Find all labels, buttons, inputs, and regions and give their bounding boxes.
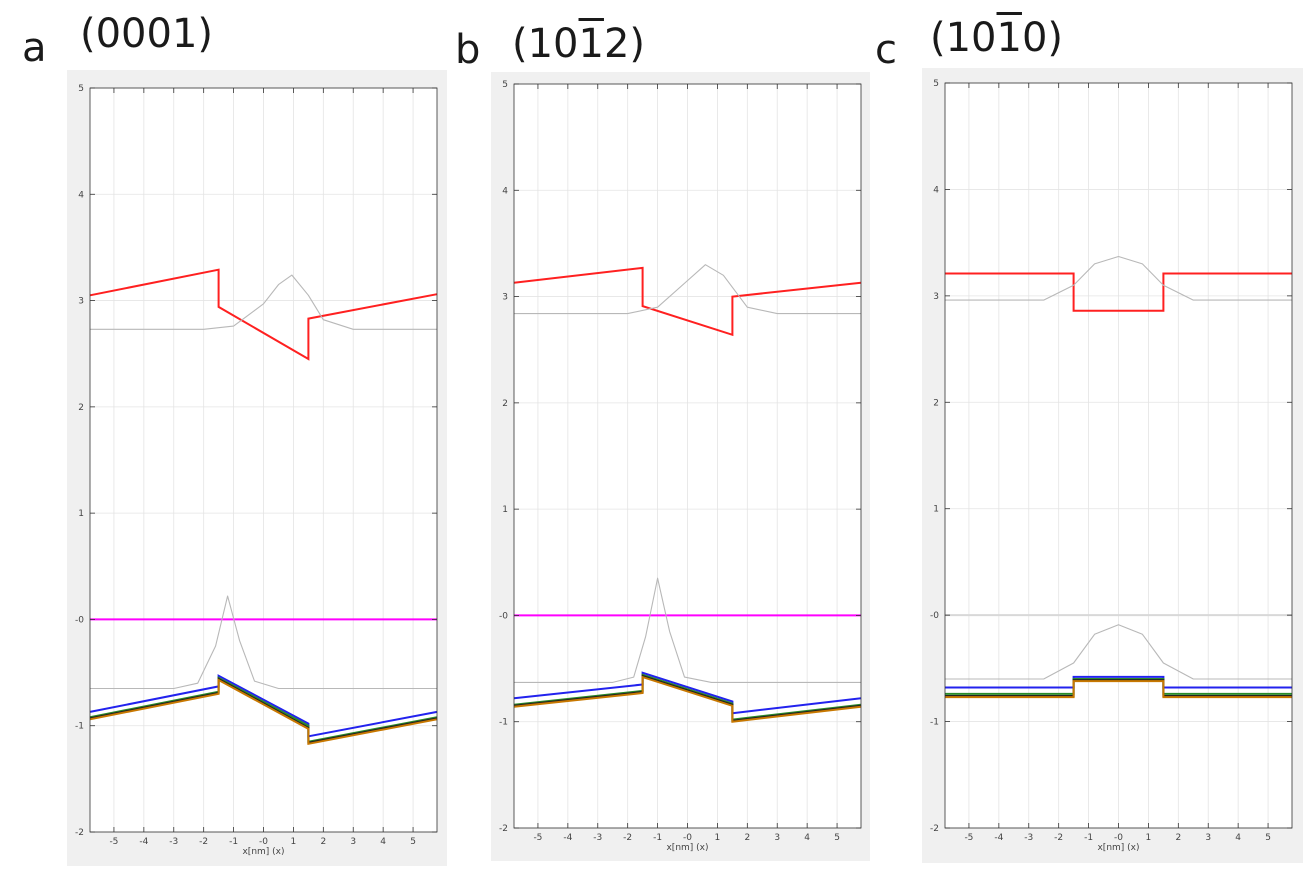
y-tick-label: 3 (933, 292, 939, 302)
series-conduction-band (513, 266, 862, 337)
x-tick-label: -2 (623, 833, 632, 843)
y-tick-label: 3 (78, 297, 84, 307)
y-tick-label: -1 (499, 718, 508, 728)
y-tick-label: 1 (78, 509, 84, 519)
x-tick-label: 5 (834, 833, 840, 843)
x-tick-label: 4 (1235, 833, 1241, 843)
x-tick-label: -0 (259, 837, 268, 847)
y-tick-label: -0 (75, 615, 84, 625)
y-tick-label: 1 (502, 505, 508, 515)
x-axis-label: x[nm] (x) (666, 843, 708, 853)
x-tick-label: -4 (994, 833, 1003, 843)
x-tick-label: -2 (199, 837, 208, 847)
x-tick-label: -2 (1054, 833, 1063, 843)
x-tick-label: 5 (410, 837, 416, 847)
x-tick-label: 3 (1205, 833, 1211, 843)
y-tick-label: 2 (933, 398, 939, 408)
y-tick-label: 2 (502, 399, 508, 409)
series-valence-band-2 (513, 673, 862, 721)
x-axis-label: x[nm] (x) (242, 847, 284, 857)
x-tick-label: 2 (320, 837, 326, 847)
x-tick-label: -4 (563, 833, 572, 843)
panel-title-c-overbar-digit: 1 (996, 15, 1022, 61)
x-axis-label: x[nm] (x) (1097, 843, 1139, 853)
series-valence-band-4 (89, 678, 438, 746)
series-valence-band-1 (513, 671, 862, 715)
x-tick-label: 1 (291, 837, 297, 847)
panel-letter-b: b (455, 27, 481, 73)
chart-c: -5 -4 -3 -2 -1 -0 1 2 3 4 5 -2 -1 -0 1 2 3 4 5 x[nm] (x) (930, 79, 1293, 853)
y-tick-label: 4 (933, 185, 939, 195)
panel-title-c-part1: (10 (930, 15, 997, 61)
x-tick-label: -1 (1084, 833, 1093, 843)
x-tick-label: 3 (350, 837, 356, 847)
x-tick-label: 2 (1175, 833, 1181, 843)
y-tick-label: 5 (78, 84, 84, 94)
x-tick-label: -3 (593, 833, 602, 843)
chart-a: -5 -4 -3 -2 -1 -0 1 2 3 4 5 -2 -1 -0 1 2 3 4 5 x[nm] (x) (75, 84, 438, 857)
series-valence-band-1 (89, 674, 438, 738)
x-tick-label: -0 (683, 833, 692, 843)
y-tick-label: 1 (933, 505, 939, 515)
x-tick-label: -3 (169, 837, 178, 847)
x-tick-label: -5 (109, 837, 118, 847)
series-valence-band-4 (513, 675, 862, 723)
panel-title-a: (0001) (80, 11, 214, 57)
x-tick-label: -4 (139, 837, 148, 847)
x-tick-label: 3 (774, 833, 780, 843)
series-valence-wavefunction (90, 595, 437, 690)
x-tick-label: 1 (1146, 833, 1152, 843)
x-tick-label: -1 (653, 833, 662, 843)
panel-title-c: (1010) (930, 18, 1063, 58)
y-tick-label: -0 (499, 611, 508, 621)
series-valence-band-1 (945, 675, 1292, 689)
x-tick-label: -5 (533, 833, 542, 843)
series-conduction-band (89, 268, 438, 361)
x-tick-label: 5 (1265, 833, 1271, 843)
y-tick-label: 4 (502, 186, 508, 196)
y-tick-label: 5 (502, 80, 508, 90)
panel-title-c-part2: 0) (1021, 15, 1064, 61)
y-tick-label: 2 (78, 403, 84, 413)
y-tick-label: 5 (933, 79, 939, 89)
panel-title-b: (1012) (512, 24, 645, 64)
x-tick-label: 4 (804, 833, 810, 843)
series-valence-band-2 (945, 678, 1292, 695)
y-tick-label: -2 (930, 824, 939, 834)
panel-title-b-part1: (10 (512, 21, 579, 67)
series-conduction-wavefunction (514, 264, 861, 315)
y-tick-label: -2 (499, 824, 508, 834)
series-valence-wavefunction (514, 577, 861, 683)
series-conduction-wavefunction (945, 255, 1292, 301)
x-tick-label: 4 (380, 837, 386, 847)
y-tick-label: -1 (75, 722, 84, 732)
y-tick-label: -2 (75, 828, 84, 838)
y-tick-label: 3 (502, 293, 508, 303)
y-tick-label: -1 (930, 718, 939, 728)
chart-b: -5 -4 -3 -2 -1 -0 1 2 3 4 5 -2 -1 -0 1 2 3 4 5 x[nm] (x) (499, 80, 862, 853)
x-tick-label: -0 (1114, 833, 1123, 843)
y-tick-label: 4 (78, 190, 84, 200)
panel-title-b-part2: 2) (603, 21, 646, 67)
panel-letter-c: c (875, 27, 897, 73)
x-tick-label: -3 (1024, 833, 1033, 843)
panel-letter-a: a (22, 25, 47, 71)
series-conduction-band (945, 272, 1292, 312)
x-tick-label: 2 (744, 833, 750, 843)
series-valence-wavefunction (945, 624, 1292, 680)
x-tick-label: -1 (229, 837, 238, 847)
series-valence-band-4 (945, 680, 1292, 699)
y-tick-label: -0 (930, 611, 939, 621)
x-tick-label: 1 (715, 833, 721, 843)
series-conduction-wavefunction (90, 274, 437, 330)
panel-title-b-overbar-digit: 1 (578, 21, 604, 67)
x-tick-label: -5 (964, 833, 973, 843)
